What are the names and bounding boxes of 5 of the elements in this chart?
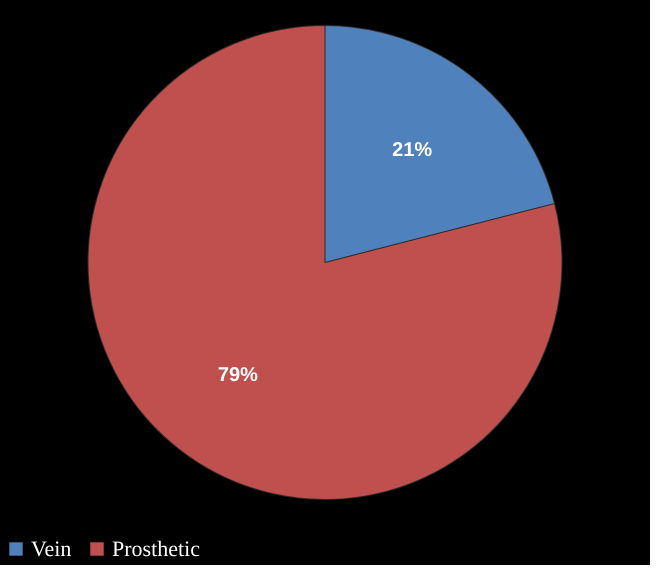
data-label: 79% xyxy=(218,364,258,386)
data-label: 21% xyxy=(392,139,432,162)
legend-label: Vein xyxy=(31,536,72,561)
legend-label: Prosthetic xyxy=(112,536,200,561)
pie-slice xyxy=(88,25,562,500)
